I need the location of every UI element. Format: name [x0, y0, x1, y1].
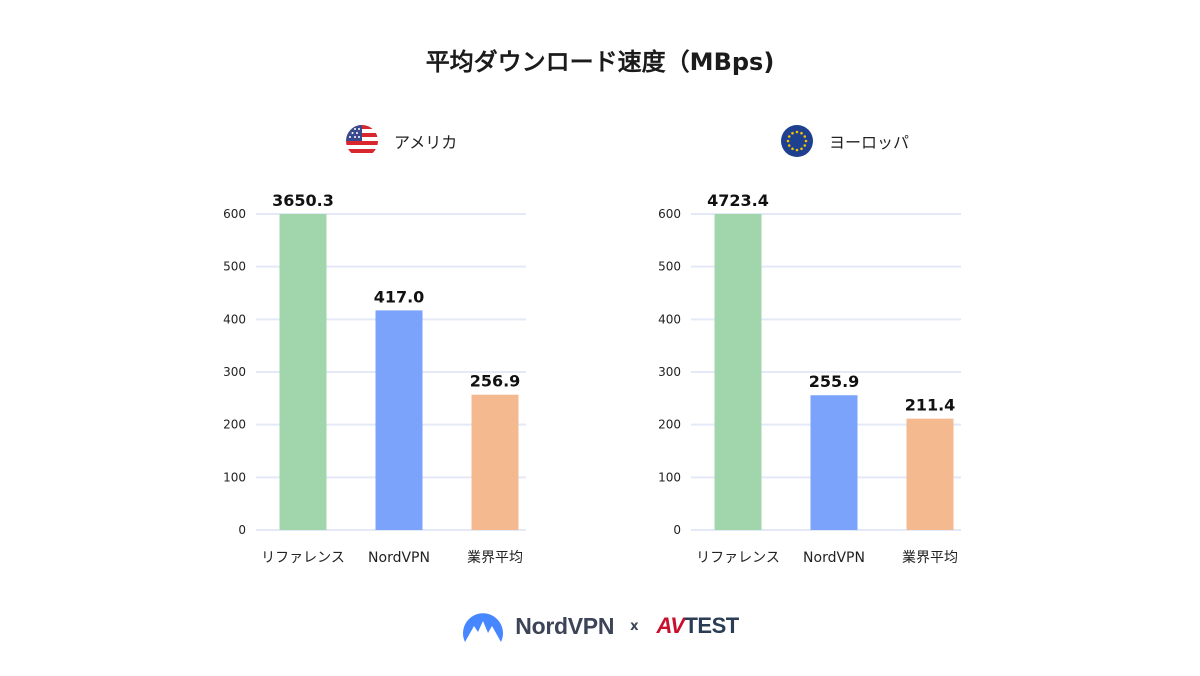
bar-chart-usa: 0 100 200 300 400 500 600 3650.3 リファレンス 417.0 Nord… [223, 191, 526, 566]
nordvpn-mountain-icon [461, 608, 505, 644]
y-tick-600: 600 [658, 207, 681, 221]
y-tick-100: 100 [223, 470, 246, 484]
brand-separator: x [630, 618, 639, 634]
region-header-europe: ヨーロッパ [781, 124, 909, 158]
nordvpn-wordmark: NordVPN [515, 612, 615, 639]
bar-industry-average-europe [906, 418, 954, 530]
region-label-europe: ヨーロッパ [829, 133, 910, 152]
bar-reference-usa [279, 214, 327, 530]
value-label-nordvpn-usa: 417.0 [374, 287, 425, 306]
value-label-industry-average-usa: 256.9 [470, 372, 521, 391]
footer-logos: NordVPN x AV TEST [0, 604, 1200, 648]
chart-panel-europe: ヨーロッパ 0 100 200 300 400 500 600 4723.4 リファレンス 255… [645, 120, 1015, 580]
nordvpn-logo: NordVPN [461, 608, 614, 644]
x-label-nordvpn-europe: NordVPN [803, 550, 865, 566]
y-tick-500: 500 [658, 260, 681, 274]
y-tick-100: 100 [658, 470, 681, 484]
value-label-nordvpn-europe: 255.9 [809, 372, 860, 391]
region-header-usa: アメリカ [346, 124, 457, 158]
y-tick-400: 400 [658, 312, 681, 326]
x-label-nordvpn-usa: NordVPN [368, 550, 430, 566]
y-tick-0: 0 [238, 523, 246, 537]
y-tick-300: 300 [223, 365, 246, 379]
region-label-usa: アメリカ [394, 133, 458, 152]
bar-nordvpn-europe [810, 395, 858, 530]
x-label-industry-average-usa: 業界平均 [467, 550, 523, 566]
y-tick-300: 300 [658, 365, 681, 379]
avtest-av-mark: AV [656, 613, 685, 638]
y-tick-500: 500 [223, 260, 246, 274]
bar-chart-europe: 0 100 200 300 400 500 600 4723.4 リファレンス 255.9 Nord… [658, 191, 961, 566]
x-label-reference-usa: リファレンス [261, 550, 345, 566]
chart-title: 平均ダウンロード速度（MBps) [425, 48, 775, 76]
value-label-reference-europe: 4723.4 [707, 191, 769, 210]
y-tick-200: 200 [658, 418, 681, 432]
bar-industry-average-usa [471, 394, 519, 530]
eu-flag-icon [781, 125, 813, 157]
y-tick-400: 400 [223, 312, 246, 326]
avtest-wordmark: TEST [684, 613, 739, 638]
bar-nordvpn-usa [375, 310, 423, 530]
value-label-reference-usa: 3650.3 [272, 191, 334, 210]
x-label-reference-europe: リファレンス [696, 550, 780, 566]
avtest-logo: AV TEST [656, 613, 740, 639]
y-tick-0: 0 [673, 523, 681, 537]
us-flag-icon [346, 125, 378, 157]
y-tick-200: 200 [223, 418, 246, 432]
value-label-industry-average-europe: 211.4 [905, 396, 956, 415]
bar-reference-europe [714, 214, 762, 530]
x-label-industry-average-europe: 業界平均 [902, 550, 958, 566]
y-tick-600: 600 [223, 207, 246, 221]
chart-panel-usa: アメリカ 0 100 200 300 400 500 600 3650.3 リファレンス 417.… [210, 120, 580, 580]
